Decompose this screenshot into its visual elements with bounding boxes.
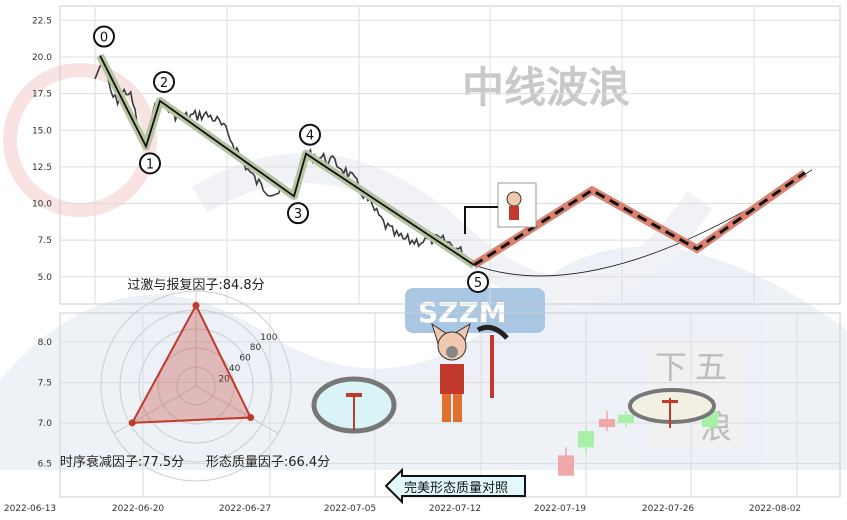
top-y-axis: 5.0 7.5 10.0 12.5 15.0 17.5 20.0 22.5 xyxy=(32,16,52,282)
x-tick-label: 2022-07-05 xyxy=(324,504,376,514)
radar-factor-label: 形态质量因子:66.4分 xyxy=(206,455,330,470)
y-tick-label: 12.5 xyxy=(32,163,52,173)
current-pattern-marker xyxy=(628,388,716,428)
radar-point xyxy=(192,301,200,309)
wave-point-marker xyxy=(153,70,175,93)
y-tick-label: 5.0 xyxy=(38,273,53,283)
projection-line xyxy=(473,171,806,267)
mascot-image xyxy=(431,322,509,422)
wave-line xyxy=(99,55,475,266)
y-tick-label: 20.0 xyxy=(32,53,52,63)
wave-point-label: 0 xyxy=(100,31,108,46)
y-tick-label: 7.5 xyxy=(38,236,52,246)
x-tick-label: 2022-08-02 xyxy=(749,504,801,514)
radar-tick-label: 60 xyxy=(239,354,251,364)
watermark-side-2: 五 xyxy=(695,348,727,386)
wave-point-marker xyxy=(299,123,321,146)
x-tick-label: 2022-07-12 xyxy=(429,504,481,514)
y-tick-label: 17.5 xyxy=(32,90,52,100)
wave-point-marker xyxy=(139,152,161,175)
wave-point-label: 2 xyxy=(160,76,168,91)
radar-factor-label: 时序衰减因子:77.5分 xyxy=(60,454,184,470)
watermark-title: 中线波浪 xyxy=(462,63,630,112)
wave-point-label: 5 xyxy=(474,276,482,291)
wave-lines: 0 1 2 3 4 5 xyxy=(93,25,489,294)
candle-body xyxy=(599,418,615,428)
y-tick-label: 8.0 xyxy=(38,338,53,348)
watermark-side-1: 下 xyxy=(655,348,687,386)
wave-point-marker xyxy=(467,271,489,294)
compare-button-label: 完美形态质量对照 xyxy=(404,481,508,496)
candle-body xyxy=(618,414,634,423)
radar-tick-label: 20 xyxy=(218,375,230,385)
mini-mascot-box xyxy=(464,182,537,234)
candle-body xyxy=(558,455,574,476)
wave-point-marker xyxy=(93,25,115,48)
x-tick-label: 2022-06-13 xyxy=(4,504,56,514)
wave-point-label: 4 xyxy=(306,129,314,144)
radar-tick-label: 40 xyxy=(229,364,241,374)
candle-body xyxy=(578,431,594,448)
candles xyxy=(558,406,718,476)
projection-lines xyxy=(471,169,813,277)
wave-point-marker xyxy=(287,202,309,225)
radar-factor-label: 过激与报复因子:84.8分 xyxy=(127,278,264,293)
compare-button[interactable]: 完美形态质量对照 xyxy=(384,467,526,505)
y-tick-label: 15.0 xyxy=(32,126,52,136)
x-axis: 2022-06-13 2022-06-20 2022-06-27 2022-07-05… xyxy=(4,504,801,514)
wave-point-label: 1 xyxy=(146,157,154,172)
y-tick-label: 7.5 xyxy=(38,379,52,389)
radar-area xyxy=(130,303,253,424)
y-tick-label: 10.0 xyxy=(32,200,52,210)
radar-axis xyxy=(195,385,279,434)
radar-point xyxy=(247,414,255,422)
radar-point xyxy=(128,419,136,427)
radar-tick-label: 80 xyxy=(250,343,262,353)
perfect-pattern-marker xyxy=(311,376,397,434)
top-panel-frame xyxy=(59,5,841,305)
x-tick-label: 2022-06-20 xyxy=(112,504,165,514)
background-watermark: 中线波浪 SZZM 下 五 浪 xyxy=(0,63,847,470)
y-tick-label: 22.5 xyxy=(32,16,52,26)
x-tick-label: 2022-07-19 xyxy=(534,504,587,514)
wave-point-label: 3 xyxy=(294,207,302,222)
y-tick-label: 6.5 xyxy=(38,460,52,470)
x-tick-label: 2022-06-27 xyxy=(219,504,271,514)
bottom-y-axis: 6.5 7.0 7.5 8.0 xyxy=(38,338,53,470)
radar-tick-label: 100 xyxy=(260,333,277,343)
y-tick-label: 7.0 xyxy=(38,419,53,429)
radar-axis xyxy=(113,385,197,434)
x-tick-label: 2022-07-26 xyxy=(642,504,695,514)
